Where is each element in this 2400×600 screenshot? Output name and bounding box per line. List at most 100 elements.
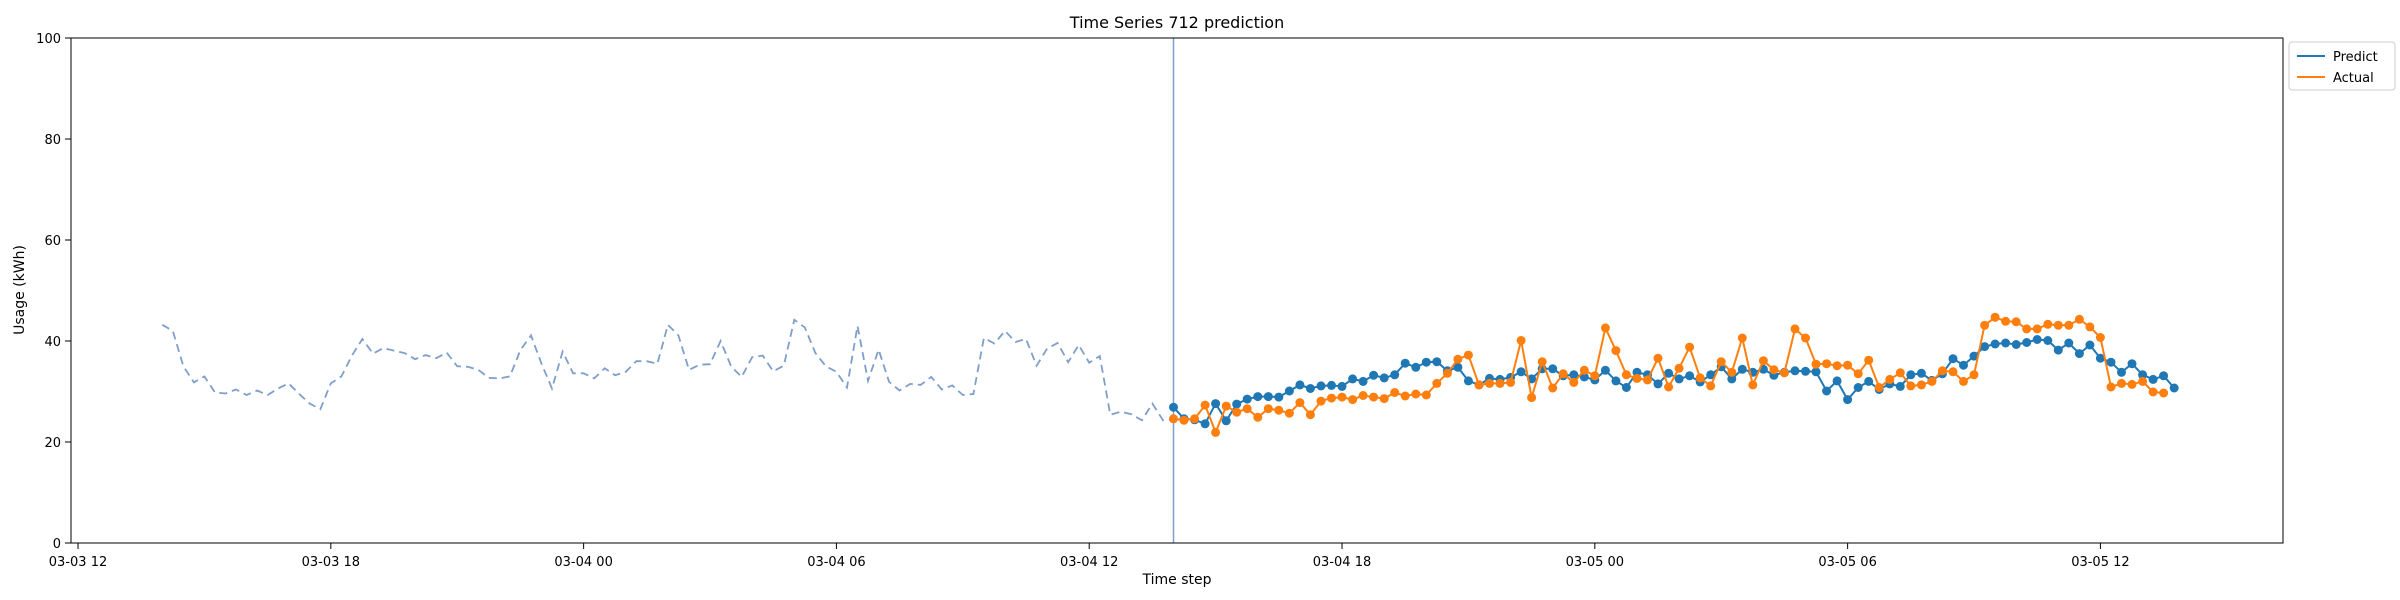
predict-point: [1379, 373, 1389, 383]
actual-point: [1948, 367, 1958, 377]
predict-point: [1348, 374, 1358, 384]
predict-point: [1453, 362, 1463, 372]
predict-point: [1432, 357, 1442, 367]
actual-point: [1495, 378, 1505, 388]
predict-point: [1211, 399, 1221, 409]
actual-point: [1853, 369, 1863, 379]
predict-point: [2011, 340, 2021, 349]
predict-point: [1822, 386, 1832, 396]
x-tick-label: 03-04 18: [1313, 555, 1371, 570]
predict-point: [1737, 364, 1747, 374]
predict-point: [1548, 364, 1558, 374]
predict-point: [1463, 376, 1473, 386]
actual-point: [1737, 333, 1747, 343]
predict-point: [2127, 359, 2137, 369]
predict-point: [1948, 354, 1958, 364]
actual-point: [1727, 367, 1737, 377]
actual-point: [1779, 368, 1789, 378]
series-layer: [1169, 312, 2179, 437]
predict-point: [1390, 370, 1400, 380]
predict-point: [1337, 381, 1347, 391]
legend-label-predict: Predict: [2333, 50, 2378, 65]
predict-point: [1980, 342, 1990, 352]
actual-point: [1695, 373, 1705, 383]
predict-point: [1727, 374, 1737, 384]
predict-point: [1358, 376, 1368, 386]
x-tick-label: 03-03 12: [49, 555, 107, 570]
actual-point: [1632, 373, 1642, 383]
actual-point: [1242, 404, 1252, 414]
predict-point: [1369, 370, 1379, 380]
actual-point: [1200, 400, 1210, 410]
actual-point: [1485, 378, 1494, 388]
y-tick-label: 0: [53, 537, 61, 552]
predict-point: [1621, 383, 1631, 392]
predict-point: [1411, 362, 1421, 372]
predict-point: [1200, 419, 1210, 429]
predict-point: [1790, 366, 1800, 376]
predict-point: [2032, 335, 2042, 344]
y-tick-label: 80: [44, 133, 61, 148]
actual-point: [1969, 370, 1979, 380]
predict-point: [1990, 339, 2000, 349]
predict-point: [2138, 370, 2148, 380]
actual-point: [1885, 374, 1895, 384]
actual-point: [2001, 316, 2011, 326]
predict-point: [1600, 365, 1610, 375]
predict-point: [2043, 336, 2053, 345]
predict-point: [1274, 392, 1284, 402]
actual-point: [1337, 392, 1347, 402]
actual-point: [2138, 376, 2148, 386]
actual-point: [1769, 365, 1779, 375]
predict-point: [1653, 379, 1663, 389]
predict-point: [1400, 358, 1410, 368]
predict-point: [2053, 345, 2063, 355]
predict-point: [2022, 338, 2032, 347]
actual-point: [1822, 359, 1832, 369]
actual-point: [1916, 380, 1926, 390]
actual-point: [1221, 401, 1231, 411]
actual-point: [1442, 368, 1452, 378]
actual-point: [1537, 357, 1547, 367]
predict-point: [1232, 399, 1242, 409]
predict-point: [1674, 374, 1684, 384]
predict-point: [2001, 338, 2011, 348]
actual-point: [1895, 368, 1905, 378]
actual-point: [1843, 360, 1853, 370]
predict-point: [1853, 383, 1863, 392]
x-tick-label: 03-04 12: [1060, 555, 1118, 570]
predict-point: [1895, 381, 1905, 391]
actual-point: [1411, 389, 1421, 399]
predict-point: [1959, 360, 1968, 370]
history-layer: [161, 318, 1174, 422]
actual-point: [1600, 323, 1610, 333]
predict-point: [2106, 357, 2116, 367]
predict-point: [1811, 367, 1821, 377]
x-axis-title: Time step: [1142, 572, 1212, 588]
x-axis: 03-03 12 03-03 18 03-04 00 03-04 06 03-04 12…: [49, 543, 2130, 570]
actual-point: [2064, 320, 2074, 330]
actual-point: [1959, 376, 1968, 386]
history-line: [161, 318, 1174, 422]
x-tick-label: 03-05 00: [1566, 555, 1624, 570]
actual-point: [1274, 405, 1284, 415]
predict-point: [2117, 367, 2126, 377]
predict-point: [1327, 380, 1336, 390]
y-tick-label: 100: [36, 32, 61, 47]
actual-point: [1211, 427, 1221, 437]
actual-series: [1169, 312, 2169, 437]
actual-point: [1980, 320, 1990, 330]
predict-point: [1242, 394, 1252, 404]
predict-point: [1969, 351, 1979, 361]
actual-point: [1432, 378, 1442, 388]
predict-point: [2085, 340, 2095, 350]
actual-point: [1400, 391, 1410, 401]
actual-point: [1316, 396, 1326, 406]
actual-point: [1305, 410, 1315, 420]
predict-point: [1685, 371, 1695, 381]
actual-point: [1558, 369, 1568, 379]
x-tick-label: 03-03 18: [302, 555, 360, 570]
actual-point: [1516, 336, 1526, 345]
actual-point: [1169, 414, 1178, 424]
predict-point: [1305, 384, 1315, 393]
